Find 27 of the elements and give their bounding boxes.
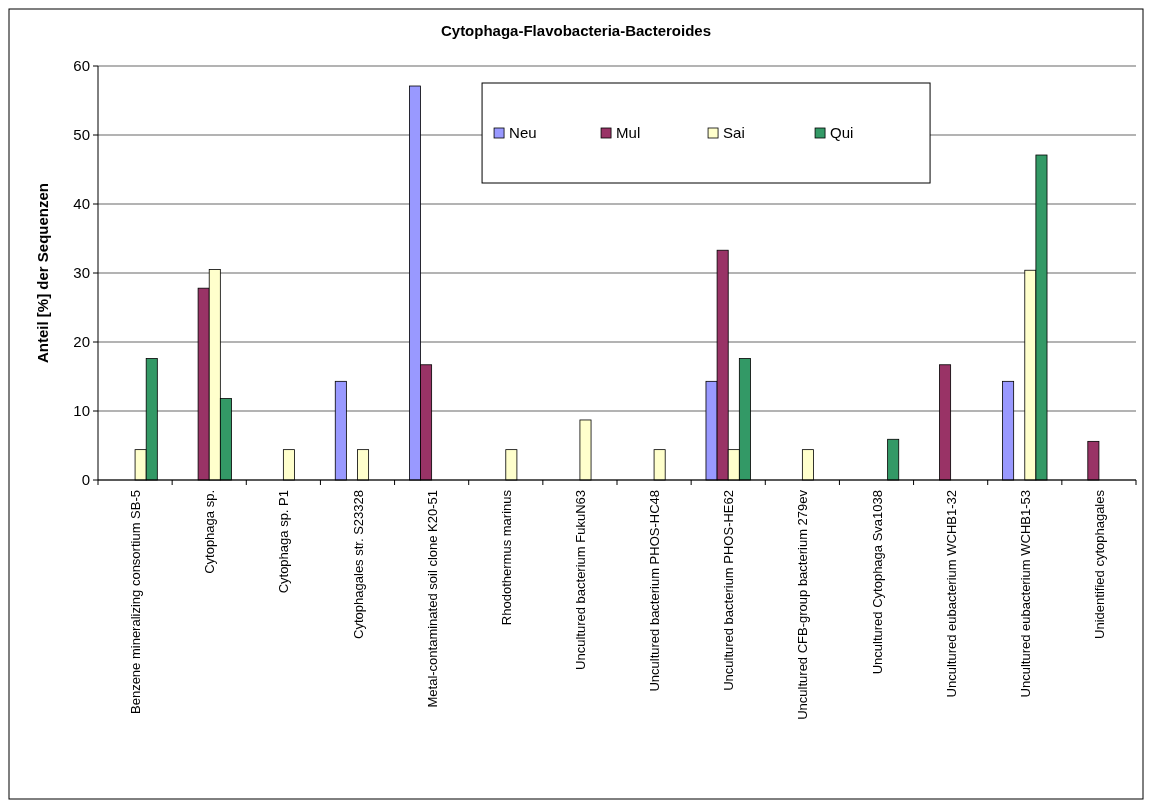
y-tick-label: 0 xyxy=(81,471,90,489)
x-tick-label: Benzene mineralizing consortium SB-5 xyxy=(128,490,144,714)
x-tick-label: Uncultured CFB-group bacterium 279ev xyxy=(795,489,811,720)
x-tick-label: Rhodothermus marinus xyxy=(498,489,514,626)
y-tick-label: 40 xyxy=(73,195,90,213)
x-tick-label: Uncultured bacterium PHOS-HE62 xyxy=(721,490,737,691)
x-tick-label: Uncultured bacterium PHOS-HC48 xyxy=(647,490,663,692)
x-tick-label: Cytophaga sp. xyxy=(202,490,218,574)
y-tick-label: 20 xyxy=(73,333,90,351)
y-axis-title: Anteil [%] der Sequenzen xyxy=(34,182,51,364)
y-tick-label: 10 xyxy=(73,402,90,420)
x-tick-label: Uncultured Cytophaga Sva1038 xyxy=(869,490,885,675)
x-tick-label: Cytophaga sp. P1 xyxy=(276,490,292,594)
y-tick-label: 60 xyxy=(73,57,90,75)
x-tick-label: Unidentified cytophagales xyxy=(1091,489,1107,639)
legend-label: Sai xyxy=(723,124,745,142)
x-tick-label: Cytophagales str. S23328 xyxy=(350,490,366,639)
x-tick-label: Uncultured eubacterium WCHB1-53 xyxy=(1017,490,1033,698)
y-tick-label: 30 xyxy=(73,264,90,282)
legend-label: Mul xyxy=(616,124,641,142)
y-tick-label: 50 xyxy=(73,126,90,144)
x-tick-label: Uncultured bacterium FukuN63 xyxy=(572,490,588,670)
chart-title: Cytophaga-Flavobacteria-Bacteroides xyxy=(440,22,712,39)
legend-label: Neu xyxy=(509,124,537,142)
x-tick-label: Uncultured eubacterium WCHB1-32 xyxy=(943,490,959,698)
x-tick-label: Metal-contaminated soil clone K20-51 xyxy=(424,490,440,708)
legend-label: Qui xyxy=(830,124,854,142)
